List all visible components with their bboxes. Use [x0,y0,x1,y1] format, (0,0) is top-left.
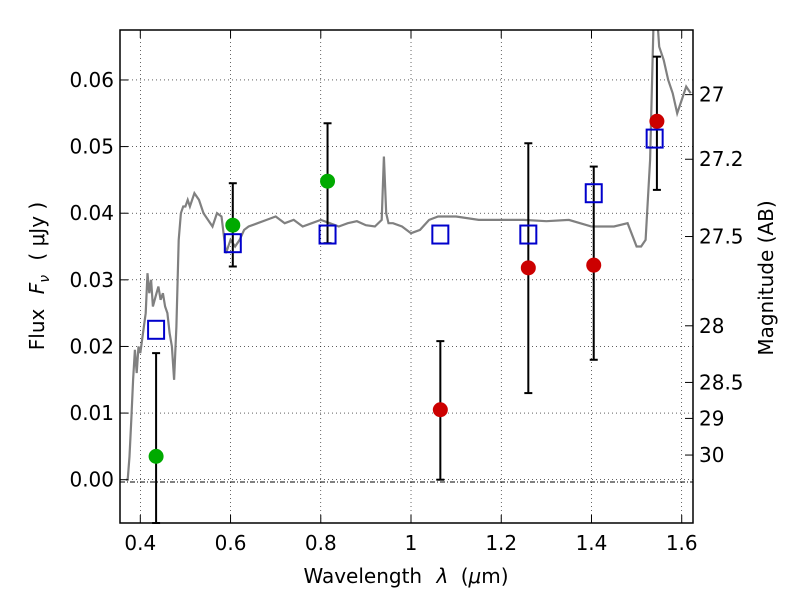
y-axis-label-right: Magnitude (AB) [754,200,778,355]
x-tick-label: 1.4 [576,531,608,555]
right-tick-label: 27.5 [699,225,744,249]
y-axis-label-left-symbol: F [25,282,49,294]
green-point [225,217,241,233]
model-point [584,183,603,204]
model-point [645,128,664,149]
y-tick-label: 0.01 [69,401,114,425]
y-tick-label: 0.00 [69,468,114,492]
right-tick-label: 29 [699,406,724,430]
model-spectrum [125,30,692,481]
y-axis-label-left-unit: ( μJy ) [25,202,49,261]
x-tick-label: 0.4 [124,531,156,555]
x-tick-label: 1.6 [666,531,698,555]
plot-background [120,30,693,523]
right-tick-label: 27.2 [699,147,744,171]
detection-point [520,260,536,276]
spectrum-line [125,30,692,481]
y-tick-label: 0.06 [69,68,114,92]
x-tick-label: 1.2 [485,531,517,555]
x-tick-label: 0.6 [215,531,247,555]
green-point [320,173,336,189]
right-tick-label: 30 [699,443,724,467]
y-axis-label-left-text: Flux [25,308,49,350]
model-point [147,319,166,340]
y-axis-label-left-sub: ν [37,275,53,283]
x-tick-label: 0.8 [305,531,337,555]
data-points [147,113,665,464]
right-tick-label: 27 [699,83,724,107]
x-axis-label-unit-mu: μ [468,564,482,588]
x-axis-label-text: Wavelength [303,564,422,588]
model-point [519,224,538,245]
model-point [431,224,450,245]
plot-frame [119,29,694,524]
y-tick-label: 0.04 [69,201,114,225]
y-tick-label: 0.05 [69,135,114,159]
x-axis-label-symbol: λ [435,564,448,588]
detection-point [649,113,665,129]
green-point [148,448,164,464]
x-axis-label-unit-open: ( [461,564,469,588]
right-tick-label: 28 [699,314,724,338]
y-tick-label: 0.02 [69,334,114,358]
y-axis-label-left: Flux Fν ( μJy ) [25,202,54,350]
model-point [318,224,337,245]
detection-point [586,257,602,273]
x-tick-label: 1 [405,531,418,555]
y-tick-label: 0.03 [69,268,114,292]
model-point [223,233,242,254]
x-axis-label: Wavelength λ (μm) [303,564,508,588]
detection-point [432,402,448,418]
x-axis-label-unit-rest: m) [481,564,508,588]
right-tick-label: 28.5 [699,370,744,394]
axis-ticks: 0.4 0.6 0.8 1 1.2 1.4 1.6 0.00 0.01 0.02 0.03 0.04 0… [69,30,744,555]
